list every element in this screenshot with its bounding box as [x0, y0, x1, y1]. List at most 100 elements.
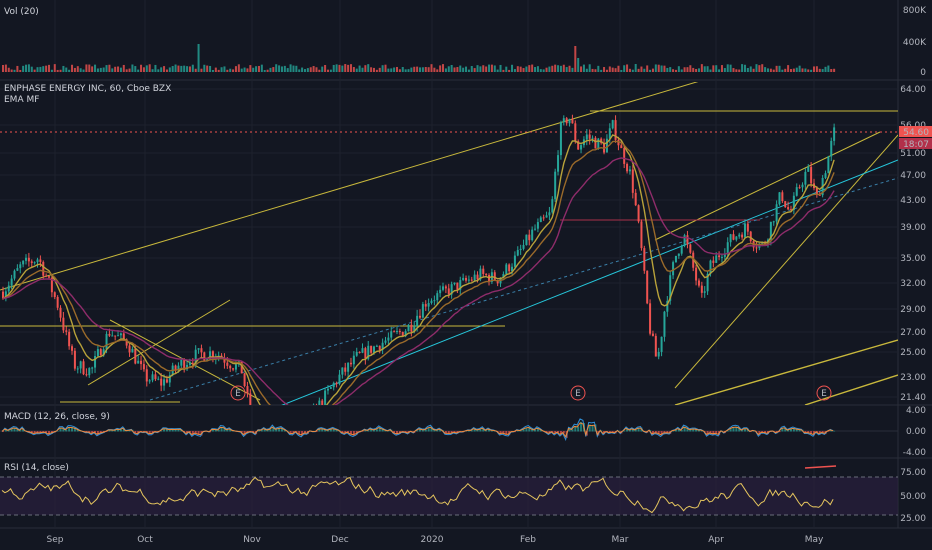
candle-body [229, 365, 232, 369]
macd-histogram-bar [243, 431, 246, 436]
candle-body [568, 118, 571, 124]
volume-bar [22, 65, 25, 72]
macd-histogram-bar [628, 429, 631, 432]
macd-histogram-bar [378, 427, 381, 432]
time-axis-label: Sep [47, 535, 64, 545]
candle-body [511, 266, 514, 272]
candle-body [430, 300, 433, 304]
volume-bar [473, 68, 476, 72]
macd-histogram-bar [361, 431, 364, 432]
macd-histogram-bar [329, 429, 332, 432]
volume-bar [634, 64, 637, 72]
volume-bar [148, 64, 151, 72]
volume-bar [726, 64, 729, 72]
volume-bar [200, 68, 203, 72]
volume-bar [309, 67, 312, 72]
macd-histogram-bar [657, 431, 660, 435]
candle-body [677, 253, 680, 256]
candle-body [597, 138, 600, 149]
candle-body [313, 407, 315, 412]
candle-body [194, 349, 197, 364]
volume-bar [404, 69, 407, 72]
macd-histogram-bar [531, 428, 534, 432]
volume-bar [709, 69, 712, 72]
macd-histogram-bar [370, 428, 373, 432]
macd-histogram-bar [7, 430, 10, 432]
candle-body [479, 268, 482, 280]
volume-bar [766, 68, 769, 72]
candle-body [284, 436, 286, 441]
volume-bar [312, 66, 315, 72]
time-axis-label: Apr [708, 535, 724, 545]
candle-body [33, 262, 36, 264]
candle-body [695, 267, 698, 281]
volume-bar [324, 64, 327, 72]
candle-body [50, 277, 53, 293]
volume-bar [163, 66, 166, 72]
macd-histogram-bar [295, 431, 298, 433]
candle-body [459, 280, 462, 290]
volume-bar [565, 67, 568, 72]
volume-bar [168, 67, 171, 72]
volume-bar [344, 64, 347, 72]
volume-bar [499, 64, 502, 72]
chart-title: ENPHASE ENERGY INC, 60, Cboe BZX [4, 84, 171, 94]
candle-body [700, 285, 703, 293]
volume-bar [390, 68, 393, 72]
volume-bar [591, 68, 594, 72]
volume-bar [65, 67, 68, 72]
macd-histogram-bar [65, 429, 68, 432]
candle-body [76, 368, 79, 370]
volume-bar [105, 65, 108, 72]
volume-bar [795, 67, 798, 72]
candle-body [59, 307, 62, 318]
volume-bar [134, 66, 137, 72]
candle-body [25, 257, 28, 261]
candle-body [211, 351, 214, 359]
candle-body [531, 229, 534, 241]
candle-body [404, 331, 407, 337]
regression-line-dashed [149, 177, 898, 401]
volume-bar [657, 64, 660, 72]
rsi-label: RSI (14, close) [4, 463, 69, 473]
volume-bar [488, 64, 491, 72]
volume-bar [637, 68, 640, 72]
macd-histogram-bar [689, 429, 692, 432]
macd-histogram-bar [10, 428, 13, 432]
volume-bar [232, 69, 235, 72]
drawn-trendline [674, 134, 898, 389]
drawn-trendline [87, 299, 231, 386]
candle-body [341, 367, 344, 375]
candle-body [424, 304, 427, 307]
candle-body [261, 422, 263, 423]
candle-body [735, 236, 738, 240]
candle-body [476, 274, 479, 280]
macd-histogram-bar [577, 426, 580, 432]
macd-histogram-bar [326, 430, 329, 432]
macd-histogram-bar [557, 431, 560, 433]
candle-body [617, 139, 620, 146]
volume-bar [692, 67, 695, 72]
candle-body [562, 118, 565, 123]
candle-body [105, 333, 108, 350]
volume-bar [226, 69, 229, 72]
candle-body [91, 367, 94, 369]
volume-bar [818, 68, 821, 72]
candle-body [729, 234, 732, 243]
candle-body [134, 348, 137, 364]
volume-tick-label: 0 [920, 68, 926, 78]
volume-bar [792, 68, 795, 72]
volume-bar [513, 69, 516, 72]
macd-histogram-bar [729, 428, 732, 432]
volume-bar [30, 66, 33, 72]
candle-body [255, 413, 257, 421]
countdown-tag [899, 138, 932, 149]
candle-body [743, 223, 746, 238]
macd-histogram-bar [439, 428, 442, 432]
candle-body [349, 362, 352, 365]
candle-body [318, 400, 321, 405]
volume-bar [628, 68, 631, 72]
candle-body [585, 134, 588, 140]
volume-bar [551, 65, 554, 72]
